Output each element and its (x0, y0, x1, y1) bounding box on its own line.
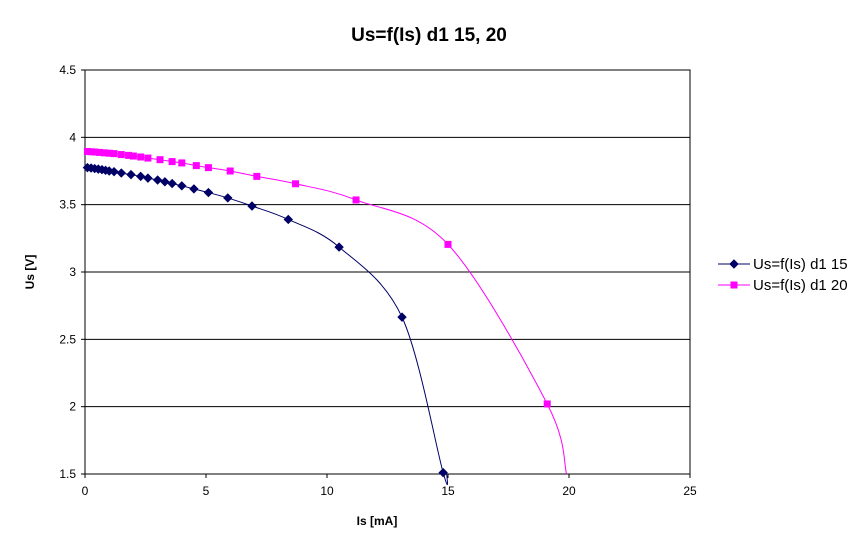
legend: Us=f(Is) d1 15 Us=f(Is) d1 20 (718, 256, 848, 294)
data-point (100, 149, 108, 157)
data-point (117, 151, 125, 159)
data-point (156, 156, 164, 164)
data-point (143, 173, 153, 183)
y-tick-label: 3.5 (59, 198, 76, 212)
data-point (283, 214, 293, 225)
x-axis-title: Is [mA] (357, 514, 398, 528)
data-point (334, 242, 344, 252)
data-point (167, 178, 177, 189)
data-point (91, 148, 99, 156)
series-layer (82, 147, 568, 486)
data-point (247, 201, 257, 211)
x-tick-label: 15 (441, 484, 455, 498)
data-point (105, 149, 113, 157)
data-point (192, 162, 200, 170)
legend-item: Us=f(Is) d1 20 (718, 277, 848, 294)
series-1 (82, 162, 449, 486)
data-point (253, 172, 261, 180)
data-point (444, 240, 452, 248)
data-point (110, 150, 118, 158)
data-point (204, 164, 212, 172)
data-point (125, 151, 133, 159)
data-point (144, 154, 152, 162)
data-point (292, 180, 300, 188)
data-point (116, 168, 127, 178)
data-point (129, 152, 137, 160)
x-axis-ticks: 0 5 10 15 20 25 (82, 474, 697, 498)
data-point (152, 175, 163, 185)
x-tick-label: 5 (203, 484, 210, 498)
data-point (178, 159, 186, 167)
data-point (135, 171, 146, 182)
series-line (87, 167, 449, 486)
data-point (543, 400, 551, 408)
data-point (352, 196, 360, 204)
data-point (223, 193, 233, 203)
y-axis-title: Us [V] (23, 255, 37, 290)
data-point (87, 148, 95, 156)
legend-marker (730, 281, 738, 289)
data-point (177, 181, 187, 191)
data-point (126, 169, 136, 180)
data-point (189, 184, 199, 194)
data-point (397, 312, 407, 322)
data-point (109, 166, 119, 177)
x-tick-label: 10 (320, 484, 334, 498)
series-line (87, 150, 568, 475)
y-axis-ticks: 1.5 2 2.5 3 3.5 4 4.5 (59, 63, 85, 481)
data-point (226, 167, 234, 175)
legend-label: Us=f(Is) d1 20 (753, 277, 848, 294)
data-point (96, 148, 104, 156)
data-point (203, 187, 214, 198)
x-tick-label: 0 (82, 484, 89, 498)
y-tick-label: 3 (69, 265, 76, 279)
gridlines (85, 136, 690, 408)
y-tick-label: 4 (69, 130, 76, 144)
series-2 (83, 147, 568, 475)
x-tick-label: 25 (683, 484, 697, 498)
data-point (160, 177, 170, 187)
y-tick-label: 1.5 (59, 467, 76, 481)
legend-item: Us=f(Is) d1 15 (718, 256, 848, 273)
chart-title: Us=f(Is) d1 15, 20 (351, 25, 507, 46)
plot-area: 1.5 2 2.5 3 3.5 4 4.5 0 5 10 15 20 25 (59, 63, 697, 498)
y-tick-label: 4.5 (59, 63, 76, 77)
y-tick-label: 2.5 (59, 332, 76, 346)
y-tick-label: 2 (69, 400, 76, 414)
legend-marker (729, 259, 739, 269)
data-point (137, 153, 145, 161)
data-point (168, 158, 176, 166)
data-point (438, 467, 448, 478)
x-tick-label: 20 (562, 484, 576, 498)
legend-label: Us=f(Is) d1 15 (753, 256, 848, 273)
data-point (83, 147, 91, 155)
